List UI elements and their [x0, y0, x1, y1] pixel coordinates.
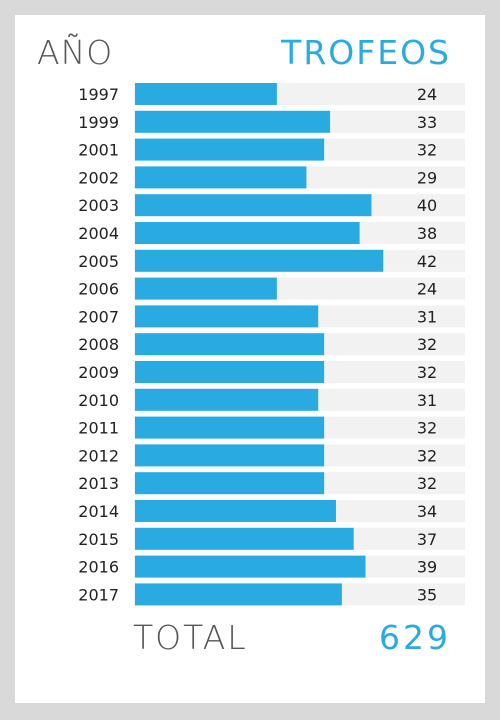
value-label: 37 — [417, 530, 437, 549]
year-label: 2016 — [78, 558, 119, 577]
bar — [135, 166, 307, 189]
bar — [135, 110, 331, 133]
bar — [135, 138, 325, 161]
value-label: 32 — [417, 335, 437, 354]
chart-card: AÑO TROFEOS 1997 24 1999 33 2001 32 2002 29 2003… — [15, 15, 485, 703]
value-label: 35 — [417, 585, 437, 604]
year-label: 2017 — [78, 585, 119, 604]
year-label: 2004 — [78, 224, 119, 243]
bar — [135, 333, 325, 356]
year-label: 2012 — [78, 446, 119, 465]
value-label: 29 — [417, 168, 437, 187]
value-label: 31 — [417, 307, 437, 326]
bar — [135, 222, 360, 244]
value-label: 32 — [417, 446, 437, 465]
value-label: 24 — [417, 280, 437, 299]
total-value: 629 — [379, 618, 451, 657]
value-label: 32 — [417, 141, 437, 160]
year-label: 2001 — [78, 141, 119, 160]
bar — [135, 444, 325, 467]
year-label: 2013 — [78, 474, 119, 493]
value-label: 39 — [417, 558, 437, 577]
year-label: 2008 — [78, 335, 119, 354]
year-label: 2003 — [78, 196, 119, 215]
year-label: 2006 — [78, 280, 119, 299]
bar-chart: 1997 24 1999 33 2001 32 2002 29 2003 40 2004 38 2005… — [78, 83, 465, 606]
bar — [135, 249, 384, 272]
year-label: 2011 — [78, 419, 119, 438]
year-label: 2010 — [78, 391, 119, 410]
total-label: TOTAL — [133, 618, 248, 657]
value-label: 31 — [417, 391, 437, 410]
trophies-column-header: TROFEOS — [281, 33, 451, 72]
bar — [135, 305, 319, 328]
year-label: 2014 — [78, 502, 119, 521]
bar — [135, 83, 277, 105]
value-label: 32 — [417, 474, 437, 493]
bar — [135, 277, 277, 300]
year-label: 1997 — [78, 85, 119, 104]
value-label: 32 — [417, 363, 437, 382]
bar — [135, 361, 325, 383]
bar — [135, 555, 366, 578]
bar — [135, 472, 325, 495]
year-label: 2007 — [78, 307, 119, 326]
year-label: 2002 — [78, 168, 119, 187]
bar — [135, 583, 342, 606]
bar — [135, 388, 319, 411]
bar — [135, 194, 372, 217]
value-label: 38 — [417, 224, 437, 243]
value-label: 32 — [417, 419, 437, 438]
value-label: 40 — [417, 196, 437, 215]
year-label: 2009 — [78, 363, 119, 382]
year-column-header: AÑO — [37, 33, 114, 72]
value-label: 34 — [417, 502, 437, 521]
value-label: 24 — [417, 85, 437, 104]
value-label: 33 — [417, 113, 437, 132]
bar — [135, 416, 325, 439]
year-label: 2005 — [78, 252, 119, 271]
bar — [135, 500, 336, 522]
bar — [135, 527, 354, 550]
value-label: 42 — [417, 252, 437, 271]
year-label: 1999 — [78, 113, 119, 132]
year-label: 2015 — [78, 530, 119, 549]
